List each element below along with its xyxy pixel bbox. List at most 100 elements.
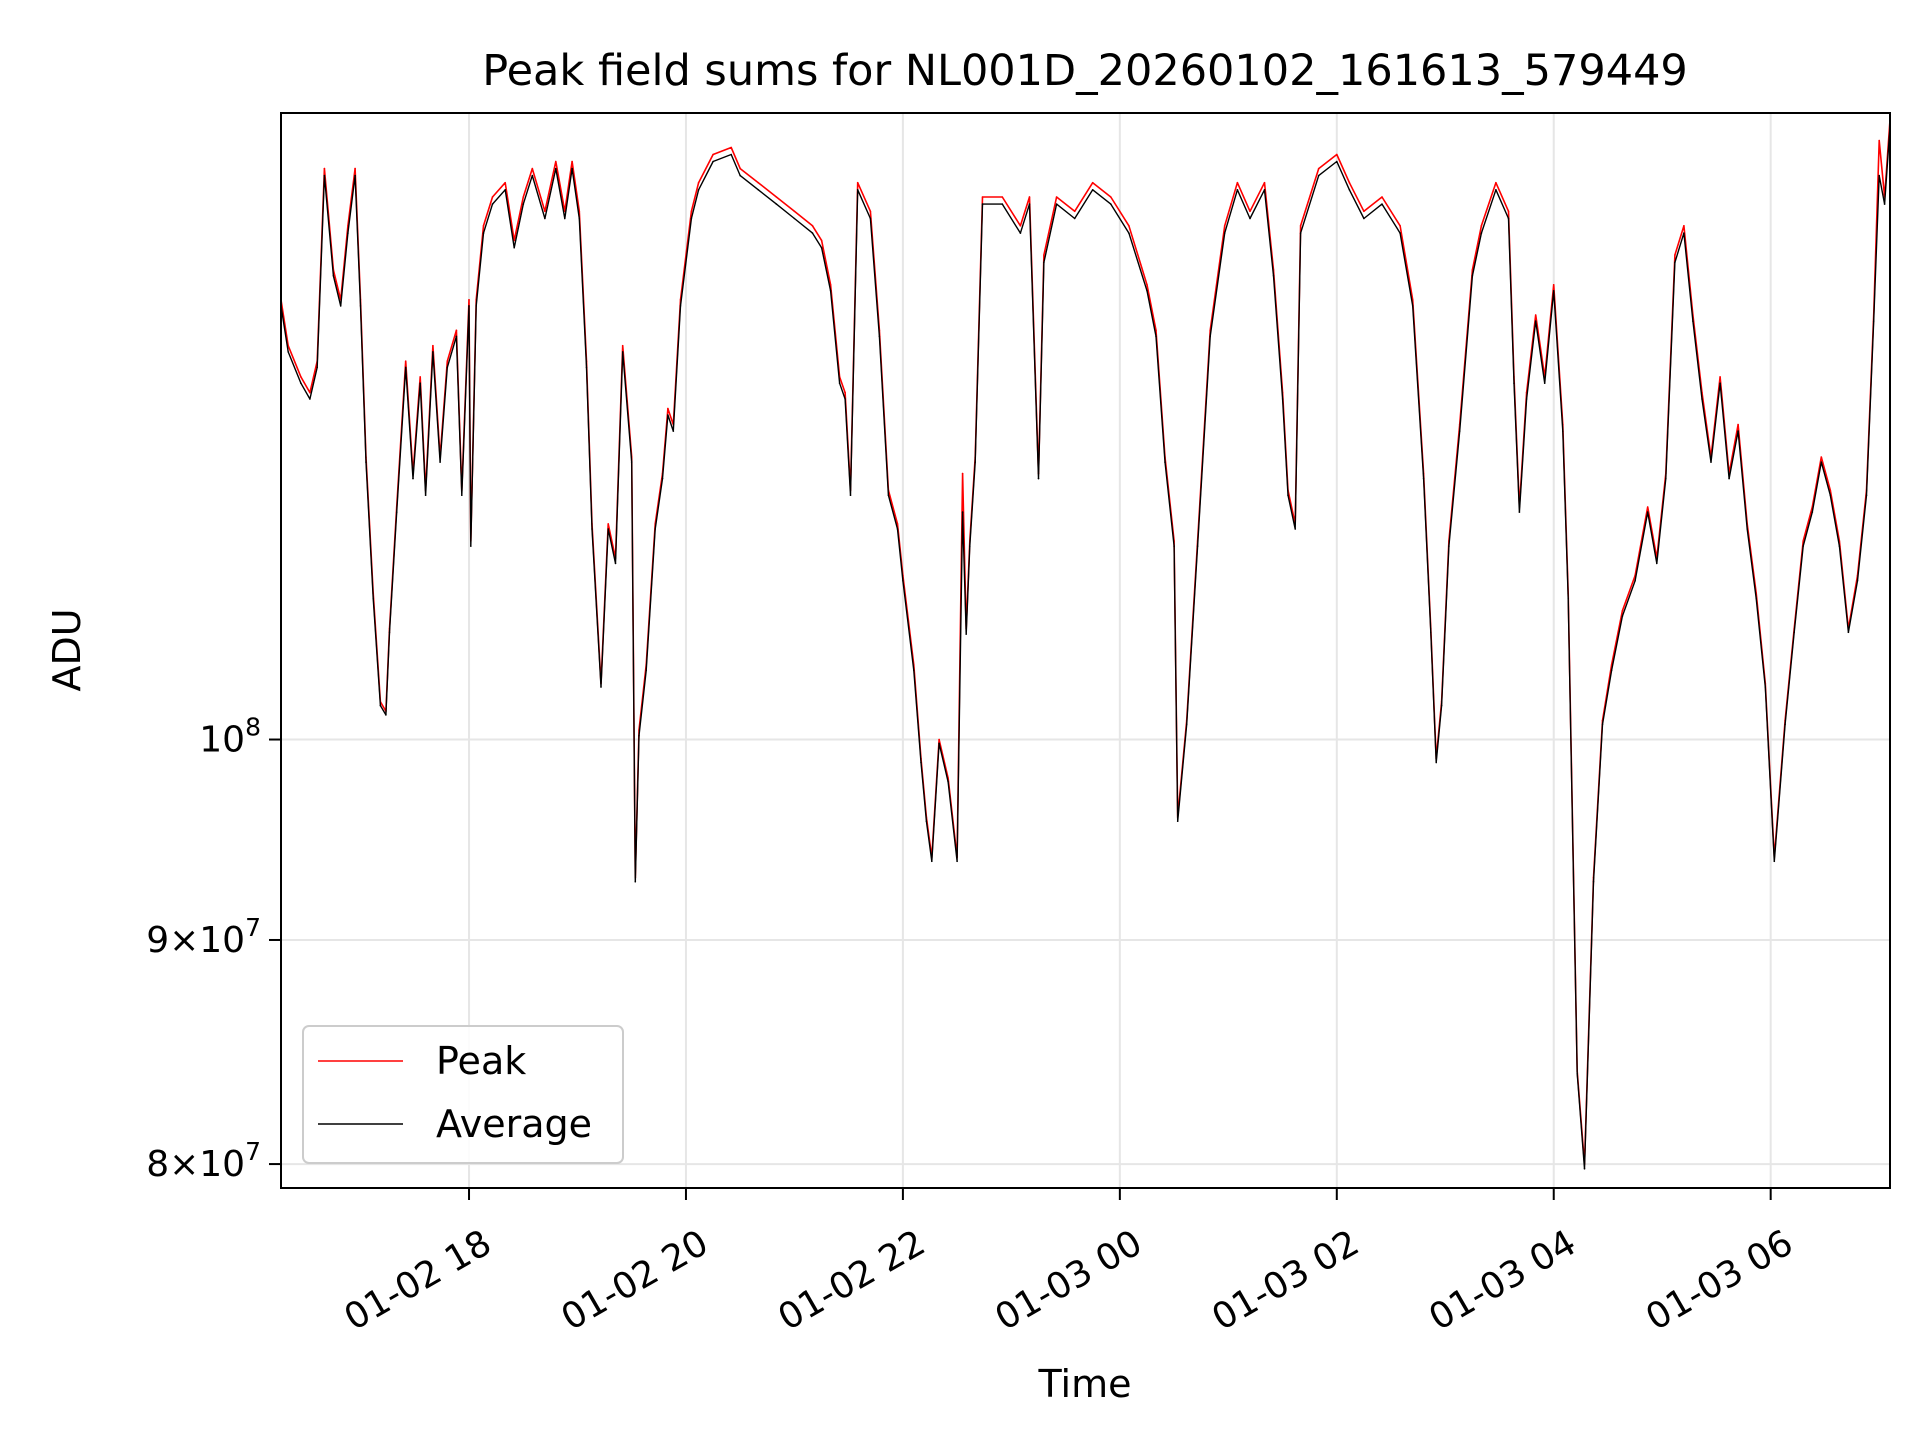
data-point-average (1856, 580, 1859, 582)
data-point-peak (1683, 225, 1685, 227)
data-point-average (1634, 580, 1636, 582)
data-point-average (614, 562, 617, 565)
data-point-peak (555, 160, 557, 163)
data-point-peak (1674, 254, 1676, 256)
data-point-average (931, 860, 933, 863)
data-point-average (323, 174, 326, 177)
data-point-peak (820, 239, 823, 242)
y-tick-label-part: × (169, 920, 199, 961)
data-point-average (1665, 477, 1667, 480)
data-point-average (1037, 477, 1040, 480)
data-point-average (920, 761, 922, 764)
data-point-average (1592, 880, 1595, 883)
data-point-average (775, 203, 778, 205)
data-point-peak (1155, 329, 1157, 332)
data-point-average (672, 430, 675, 432)
data-point-average (591, 528, 593, 530)
data-point-average (1728, 477, 1730, 480)
data-point-average (316, 366, 319, 369)
grid (281, 113, 1890, 1188)
data-point-average (739, 174, 741, 177)
data-point-average (578, 217, 581, 220)
data-point-average (1055, 203, 1058, 205)
data-point-average (913, 669, 915, 672)
data-point-average (555, 167, 557, 170)
data-point-average (1173, 545, 1175, 547)
data-point-average (896, 528, 899, 530)
y-axis-label: ADU (45, 608, 89, 691)
data-point-peak (1028, 196, 1031, 198)
data-point-peak (1146, 284, 1148, 286)
data-point-average (1811, 511, 1814, 513)
data-point-average (1287, 494, 1289, 497)
y-tick-label-part: × (169, 1144, 199, 1185)
data-point-peak (1820, 456, 1823, 458)
data-point-average (347, 232, 349, 234)
data-point-peak (491, 196, 494, 198)
data-point-peak (739, 167, 741, 170)
data-point-average (878, 335, 881, 338)
data-point-average (690, 217, 693, 220)
data-point-average (1495, 189, 1497, 191)
data-point-average (1773, 860, 1776, 863)
data-point-average (1576, 1072, 1578, 1075)
data-point-average (1534, 320, 1537, 322)
data-point-average (1793, 631, 1795, 634)
legend-label-average: Average (436, 1102, 592, 1146)
data-point-average (1692, 320, 1694, 322)
data-point-average (1802, 545, 1804, 547)
data-point-average (925, 820, 928, 822)
data-point-peak (697, 181, 700, 184)
data-point-average (385, 714, 387, 716)
data-point-average (332, 275, 335, 277)
data-point-average (455, 335, 458, 338)
y-tick-label: 8×107 (146, 1137, 261, 1185)
data-point-peak (404, 360, 407, 363)
data-point-average (1764, 686, 1767, 688)
data-point-peak (354, 167, 356, 170)
data-point-peak (309, 391, 311, 394)
data-point-average (439, 461, 441, 463)
data-point-average (1263, 189, 1266, 191)
data-point-peak (1336, 153, 1338, 156)
data-point-peak (468, 299, 470, 301)
data-point-average (638, 734, 640, 737)
y-tick-label-part: 9 (146, 920, 169, 961)
data-point-peak (621, 344, 624, 347)
data-point-average (981, 203, 984, 205)
data-point-peak (1223, 225, 1226, 227)
y-tick-label-part: 7 (245, 1137, 261, 1166)
data-point-average (712, 160, 714, 163)
data-point-average (461, 494, 463, 497)
data-point-average (1674, 261, 1676, 264)
data-point-average (1656, 562, 1658, 565)
data-point-peak (1552, 284, 1555, 286)
data-point-average (1448, 545, 1450, 547)
y-tick-label-part: 8 (245, 713, 261, 742)
data-point-average (757, 189, 760, 191)
data-point-peak (419, 376, 422, 378)
chart-title: Peak field sums for NL001D_20260102_1616… (482, 46, 1688, 96)
data-point-average (1784, 723, 1786, 726)
data-point-average (1755, 597, 1757, 600)
data-point-average (974, 461, 976, 463)
data-point-peak (811, 225, 814, 227)
data-point-peak (1719, 376, 1721, 378)
data-point-average (1518, 511, 1521, 513)
y-tick-label: 9×107 (146, 913, 261, 961)
data-point-peak (1249, 210, 1251, 213)
data-point-average (1865, 494, 1868, 497)
data-point-average (432, 351, 434, 353)
data-point-average (1829, 494, 1832, 497)
data-point-peak (869, 210, 872, 213)
data-point-average (1601, 723, 1604, 726)
data-point-peak (856, 181, 859, 184)
data-point-average (1363, 217, 1365, 220)
data-point-average (1847, 631, 1850, 634)
data-point-average (1838, 545, 1841, 547)
data-point-average (513, 246, 515, 249)
y-tick-label-part: 7 (245, 913, 261, 942)
data-point-average (607, 528, 609, 530)
data-point-average (522, 203, 525, 205)
